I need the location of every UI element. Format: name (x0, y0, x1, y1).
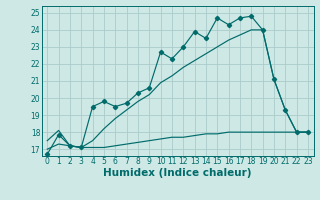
X-axis label: Humidex (Indice chaleur): Humidex (Indice chaleur) (103, 168, 252, 178)
